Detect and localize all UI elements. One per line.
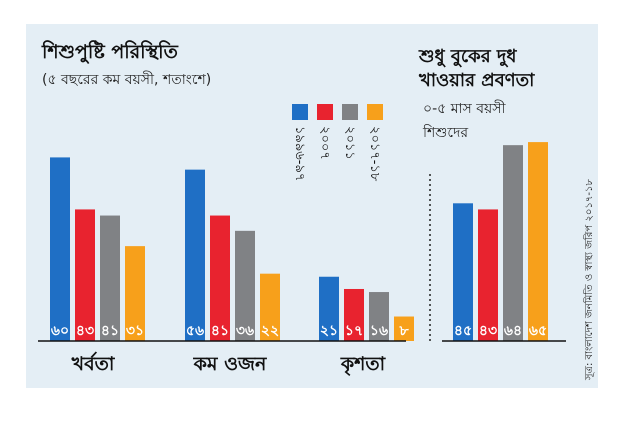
bar-c1-s1: [50, 157, 70, 341]
category-label-underweight: কম ওজন: [193, 353, 267, 375]
bar-c1-s2: [75, 209, 95, 341]
bar-c3-s2-label: ১৭: [345, 323, 363, 339]
bar-c2-s4: [260, 273, 280, 341]
right-chart-title-line1: শুধু বুকের দুধ: [419, 46, 517, 67]
bar-c3-s1: [319, 276, 339, 341]
right-chart-subtitle-line2: শিশুদের: [423, 125, 469, 141]
breastfeeding-bar-4-label: ৬৫: [529, 323, 547, 339]
bar-c2-s2-label: ৪১: [211, 323, 229, 339]
bar-c3-s2: [344, 288, 364, 341]
legend-swatch-1: [292, 104, 308, 120]
bar-c2-s1: [185, 169, 205, 341]
breastfeeding-bar-2-label: ৪৩: [479, 323, 497, 339]
bar-c3-s4: [394, 316, 414, 341]
category-label-stunting: খর্বতা: [71, 353, 115, 375]
bar-c2-s4-label: ২২: [261, 323, 279, 339]
right-chart-title-line2: খাওয়ার প্রবণতা: [419, 70, 535, 91]
breastfeeding-bar-1-label: ৪৫: [454, 323, 472, 339]
bar-c3-s1-label: ২১: [320, 323, 338, 339]
breastfeeding-bar-1: [453, 203, 473, 341]
chart-panel: শিশুপুষ্টি পরিস্থিতি (৫ বছরের কম বয়সী, …: [26, 24, 598, 388]
bar-c1-s3: [100, 215, 120, 341]
breastfeeding-bar-4: [528, 142, 548, 341]
right-chart-subtitle-line1: ০-৫ মাস বয়সী: [423, 101, 506, 117]
bar-c3-s4-label: ৮: [398, 323, 409, 339]
bar-c3-s3: [369, 292, 389, 341]
legend-swatch-4: [367, 104, 383, 120]
legend-swatch-2: [317, 104, 333, 120]
breastfeeding-bar-2: [478, 209, 498, 341]
breastfeeding-bar-3: [503, 145, 523, 341]
bar-c2-s3-label: ৩৬: [236, 323, 254, 339]
bar-c1-s4-label: ৩১: [126, 323, 144, 339]
bar-chart-svg: ৬০ ৪৩ ৪১ ৩১ ৫৬ ৪১ ৩৬ ২২ ২১ ১৭ ১৬ ৮ ৪৫ ৪৩ ৬৪ ৬৫: [38, 142, 566, 342]
bar-c1-s3-label: ৪১: [101, 323, 119, 339]
bar-c1-s2-label: ৪৩: [76, 323, 94, 339]
bar-c2-s3: [235, 230, 255, 341]
bar-c1-s1-label: ৬০: [51, 323, 69, 339]
bar-c1-s4: [125, 246, 145, 341]
breastfeeding-bar-3-label: ৬৪: [504, 323, 522, 339]
left-chart-title: শিশুপুষ্টি পরিস্থিতি: [42, 41, 178, 63]
left-chart-subtitle: (৫ বছরের কম বয়সী, শতাংশে): [42, 72, 212, 88]
source-note: সূত্র: বাংলাদেশ জনমিতি ও স্বাস্থ্য জরিপ …: [584, 179, 595, 380]
bar-c3-s3-label: ১৬: [370, 323, 388, 339]
legend-swatch-3: [342, 104, 358, 120]
bar-c2-s2: [210, 215, 230, 341]
bar-c2-s1-label: ৫৬: [186, 323, 204, 339]
category-label-wasting: কৃশতা: [340, 353, 386, 375]
